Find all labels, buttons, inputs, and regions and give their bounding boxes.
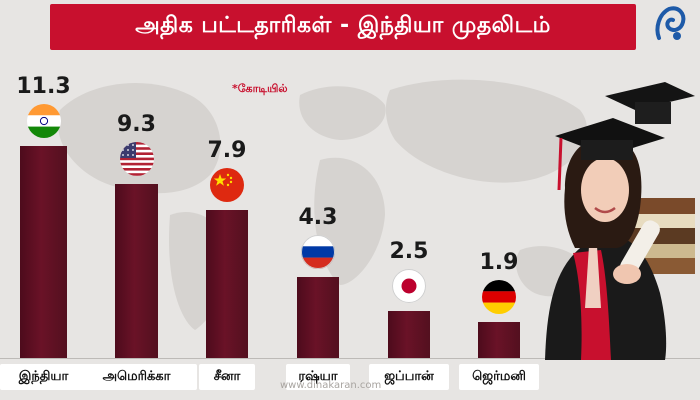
bar [206,209,248,358]
country-label: இந்தியா [0,364,88,390]
value-label: 7.9 [207,137,247,163]
japan-flag-icon [392,269,426,304]
usa-flag-icon [119,141,154,176]
graduate-student-illustration [545,82,695,360]
value-label: 11.3 [16,74,71,99]
value-label: 2.5 [389,239,429,265]
value-label: 4.3 [298,205,338,231]
bar [388,311,430,358]
india-flag-icon [26,104,61,138]
bar [478,322,520,358]
country-label: ஜெர்மனி [459,364,539,390]
country-label: சீனா [199,364,255,390]
unit-note: *கோடியில் [232,82,288,95]
bar [115,183,158,358]
germany-flag-icon [482,280,516,315]
bar [20,146,67,358]
bar [297,277,339,358]
dinakaran-logo-icon [655,6,686,40]
country-label: ரஷ்யா [286,364,350,390]
value-label: 9.3 [117,111,156,137]
page-title: அதிக பட்டதாரிகள் - இந்தியா முதலிடம் [50,4,636,50]
chart-baseline [0,358,700,359]
china-flag-icon [210,167,244,202]
russia-flag-icon [301,235,335,270]
country-label: ஜப்பான் [369,364,449,390]
value-label: 1.9 [479,250,519,276]
country-label: அமெரிக்கா [76,364,197,390]
watermark-text: www.dinakaran.com [280,380,382,391]
